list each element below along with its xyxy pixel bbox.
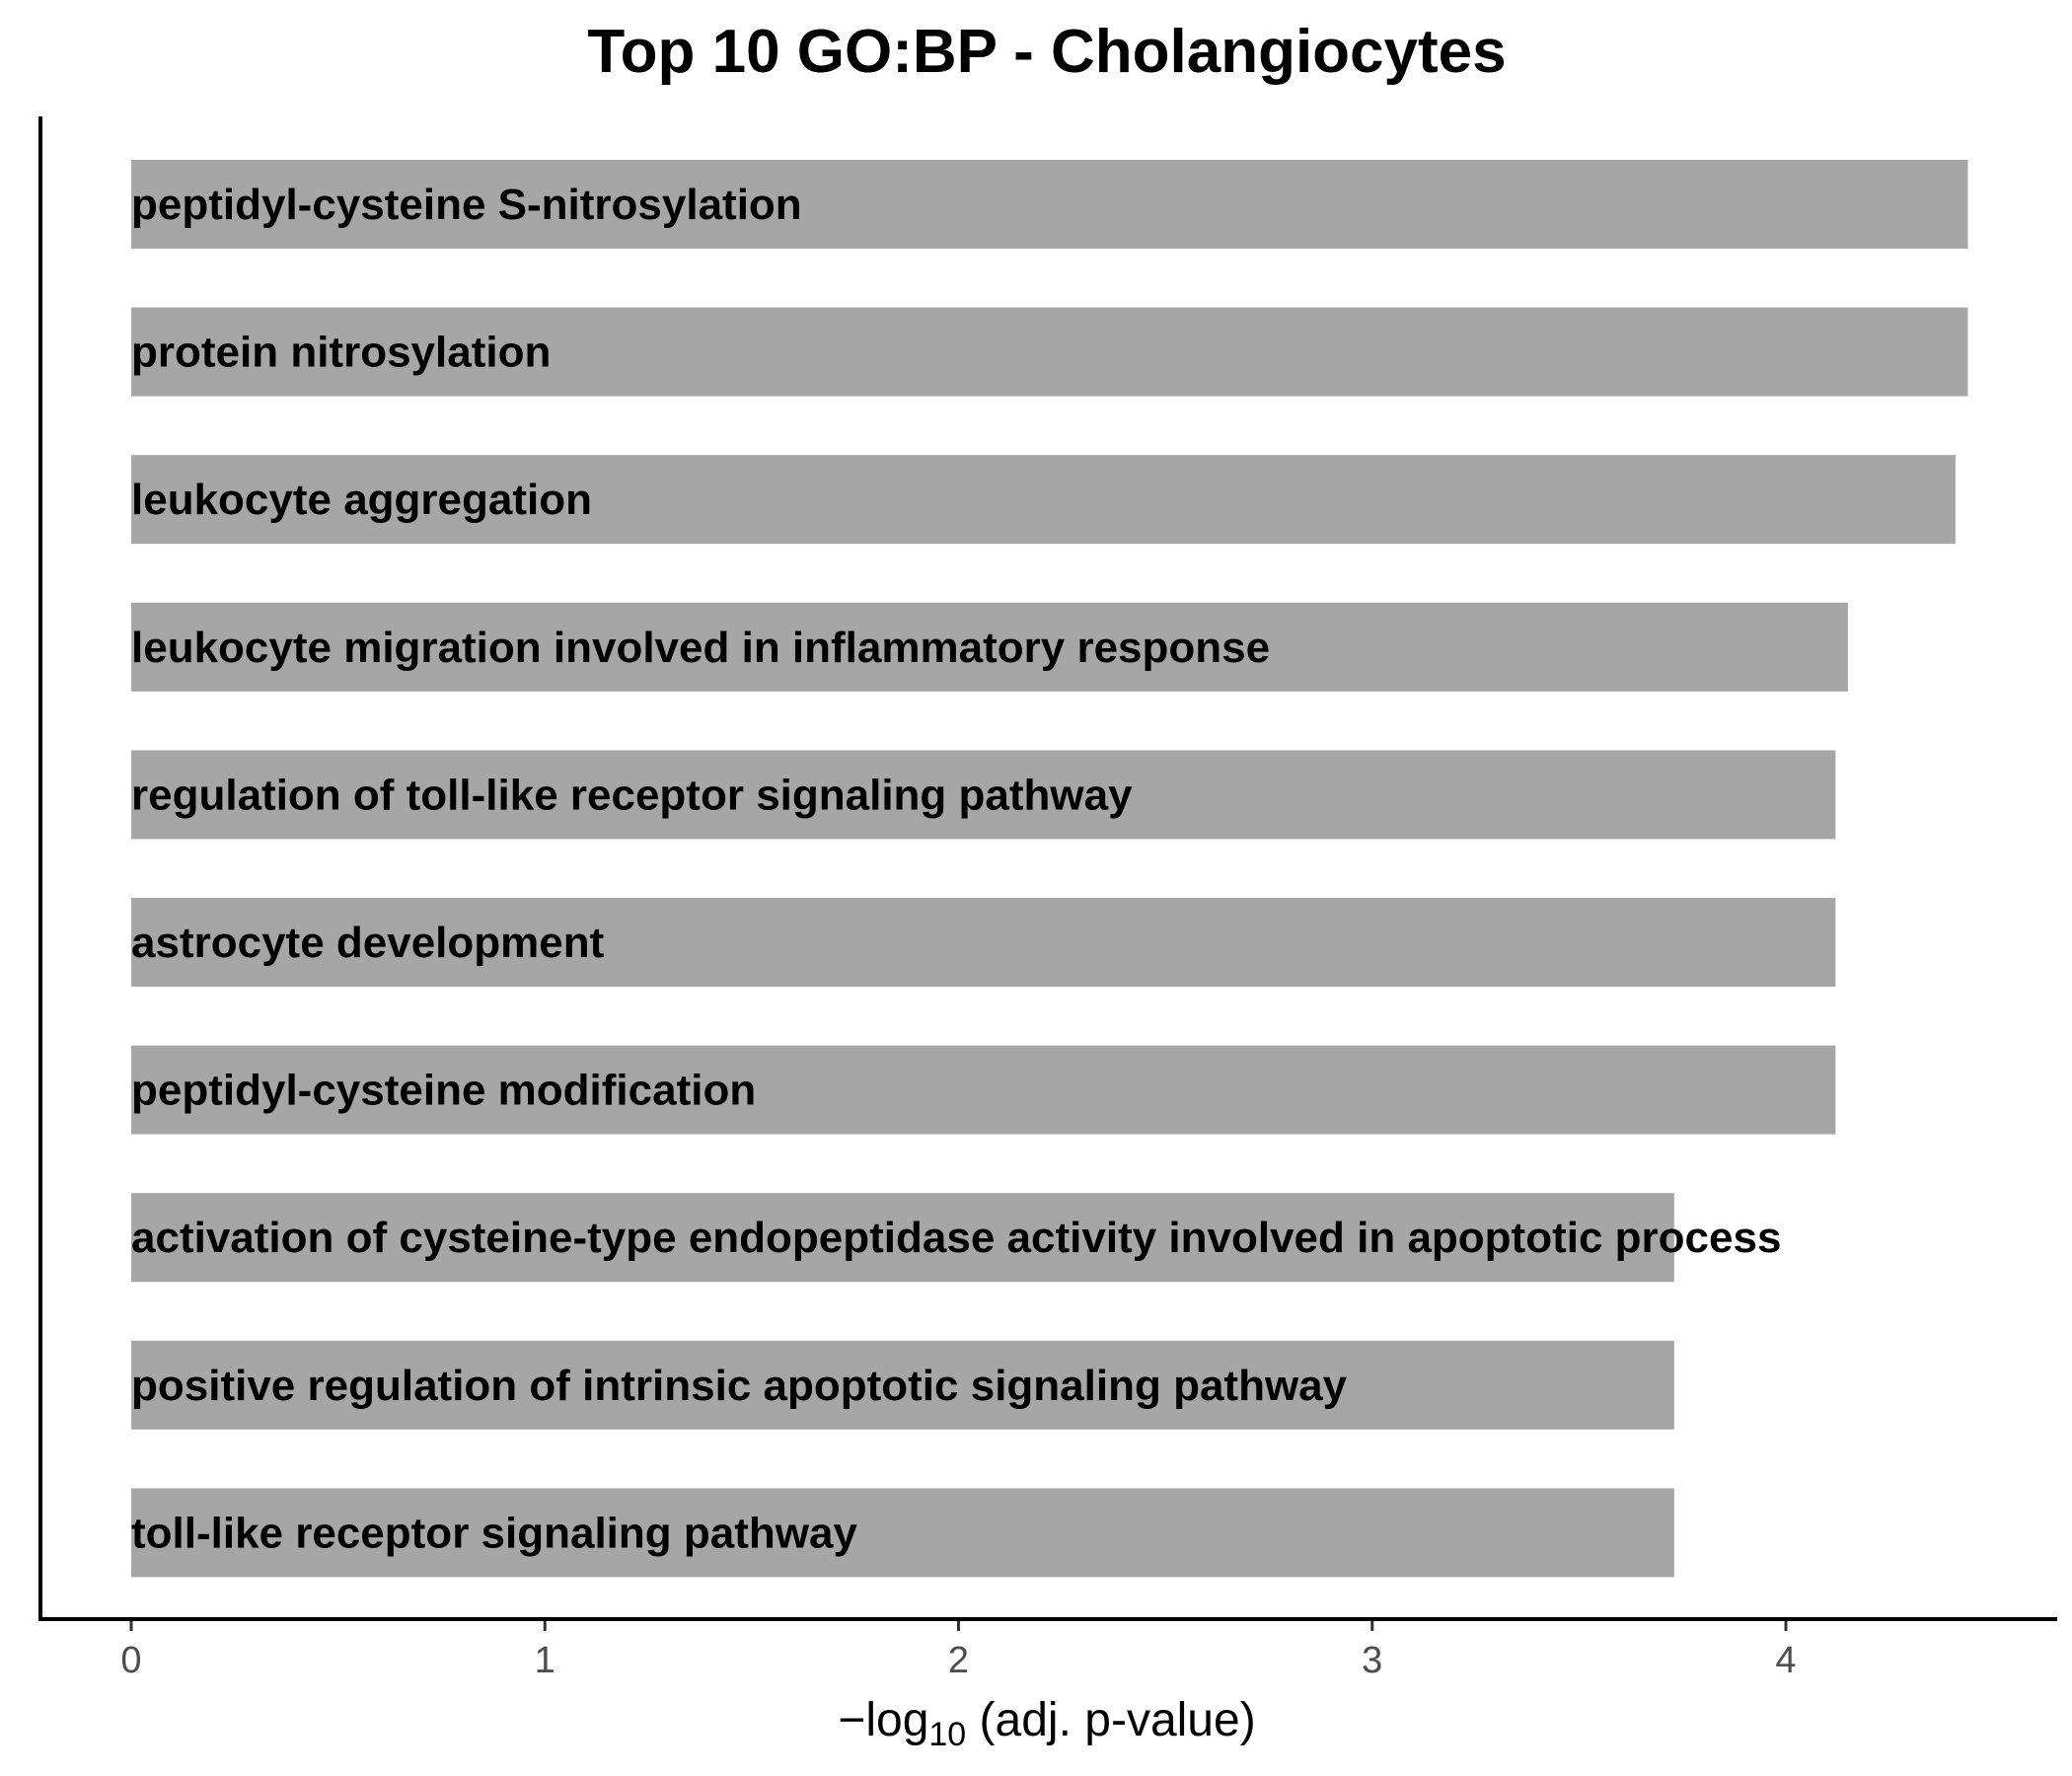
bar-9 xyxy=(131,1340,1674,1430)
bar-label-10: toll-like receptor signaling pathway xyxy=(131,1509,857,1557)
x-tick-label-0: 0 xyxy=(120,1640,141,1681)
bar-10 xyxy=(131,1488,1674,1578)
x-axis-title-main: −log xyxy=(838,1694,928,1746)
bar-label-6: astrocyte development xyxy=(131,919,605,967)
bar-6 xyxy=(131,898,1836,987)
bar-8 xyxy=(131,1193,1674,1283)
bar-label-9: positive regulation of intrinsic apoptot… xyxy=(131,1362,1348,1410)
bar-label-8: activation of cysteine-type endopeptidas… xyxy=(131,1214,1781,1262)
bar-label-1: peptidyl-cysteine S-nitrosylation xyxy=(131,181,802,229)
x-axis-title-suffix: (adj. p-value) xyxy=(966,1694,1255,1746)
bar-2 xyxy=(131,307,1968,397)
bar-label-5: regulation of toll-like receptor signali… xyxy=(131,771,1133,819)
bars-group xyxy=(131,160,1968,1578)
x-tick-label-1: 1 xyxy=(535,1640,555,1681)
x-axis-title: −log10 (adj. p-value) xyxy=(838,1694,1255,1753)
x-tick-label-2: 2 xyxy=(948,1640,969,1681)
bar-5 xyxy=(131,750,1836,840)
bar-label-2: protein nitrosylation xyxy=(131,329,551,377)
x-tick-label-4: 4 xyxy=(1775,1640,1796,1681)
x-tick-label-3: 3 xyxy=(1362,1640,1382,1681)
bar-label-4: leukocyte migration involved in inflamma… xyxy=(131,624,1270,672)
x-ticks-group: 0 1 2 3 4 xyxy=(120,1621,1797,1681)
bar-7 xyxy=(131,1045,1836,1135)
bar-labels-group: peptidyl-cysteine S-nitrosylation protein… xyxy=(131,181,1781,1557)
bar-4 xyxy=(131,602,1848,692)
bar-label-3: leukocyte aggregation xyxy=(131,476,592,524)
chart-title: Top 10 GO:BP - Cholangiocytes xyxy=(587,18,1506,86)
bar-3 xyxy=(131,455,1956,545)
bar-1 xyxy=(131,160,1968,249)
bar-label-7: peptidyl-cysteine modification xyxy=(131,1067,756,1115)
x-axis-title-subscript: 10 xyxy=(928,1716,966,1753)
